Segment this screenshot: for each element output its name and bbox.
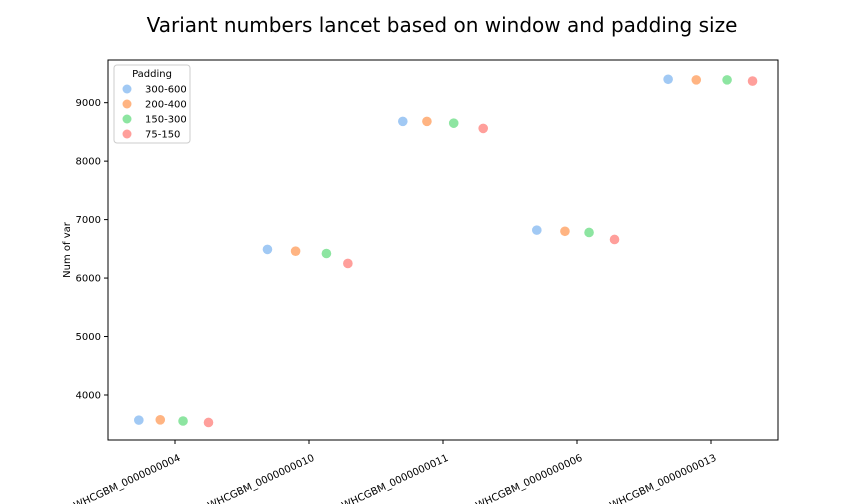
data-point (155, 415, 166, 425)
data-point (321, 248, 332, 259)
chart-title: Variant numbers lancet based on window a… (147, 13, 738, 37)
legend-label: 300-600 (145, 85, 187, 96)
data-point (747, 76, 758, 86)
x-tick-label: WHCGBM_0000000011 (340, 453, 450, 504)
y-tick-label: 6000 (76, 274, 101, 285)
data-point (691, 75, 702, 85)
legend-marker (122, 114, 132, 124)
data-point (478, 123, 489, 134)
data-point (663, 74, 673, 85)
data-point (134, 415, 144, 425)
legend-marker (122, 129, 132, 139)
y-tick-label: 4000 (76, 390, 101, 401)
legend-marker (122, 99, 132, 109)
legend-label: 150-300 (145, 115, 187, 126)
legend-title: Padding (132, 69, 172, 80)
legend-box (113, 64, 191, 144)
x-tick-label: WHCGBM_0000000010 (206, 453, 316, 504)
data-point (398, 116, 408, 127)
x-axis: WHCGBM_0000000004 WHCGBM_0000000010 WHCGBM… (72, 440, 718, 504)
data-points (134, 74, 758, 428)
data-point (203, 417, 214, 428)
plot-area-frame (107, 59, 779, 441)
data-point (422, 116, 432, 127)
data-point (609, 234, 620, 245)
legend: Padding 300-600 200-400 150-300 75-150 (113, 64, 191, 144)
data-point (290, 246, 301, 256)
data-point (262, 244, 273, 255)
x-tick-label: WHCGBM_0000000013 (608, 453, 718, 504)
data-point (448, 118, 459, 128)
legend-label: 75-150 (145, 130, 180, 141)
data-point (343, 258, 353, 269)
y-tick-label: 9000 (76, 98, 101, 109)
y-tick-label: 5000 (76, 332, 101, 343)
data-point (532, 225, 542, 235)
y-tick-label: 7000 (76, 215, 101, 226)
legend-label: 200-400 (145, 100, 187, 111)
legend-marker (122, 84, 132, 94)
data-point (584, 227, 594, 238)
data-point (178, 416, 188, 426)
y-tick-label: 8000 (76, 157, 101, 168)
y-axis-label: Num of var (62, 221, 73, 278)
x-tick-label: WHCGBM_0000000006 (474, 453, 584, 504)
x-tick-label: WHCGBM_0000000004 (72, 453, 182, 504)
data-point (560, 226, 570, 237)
data-point (722, 75, 732, 85)
y-axis: 4000 5000 6000 7000 8000 9000 (76, 98, 108, 401)
